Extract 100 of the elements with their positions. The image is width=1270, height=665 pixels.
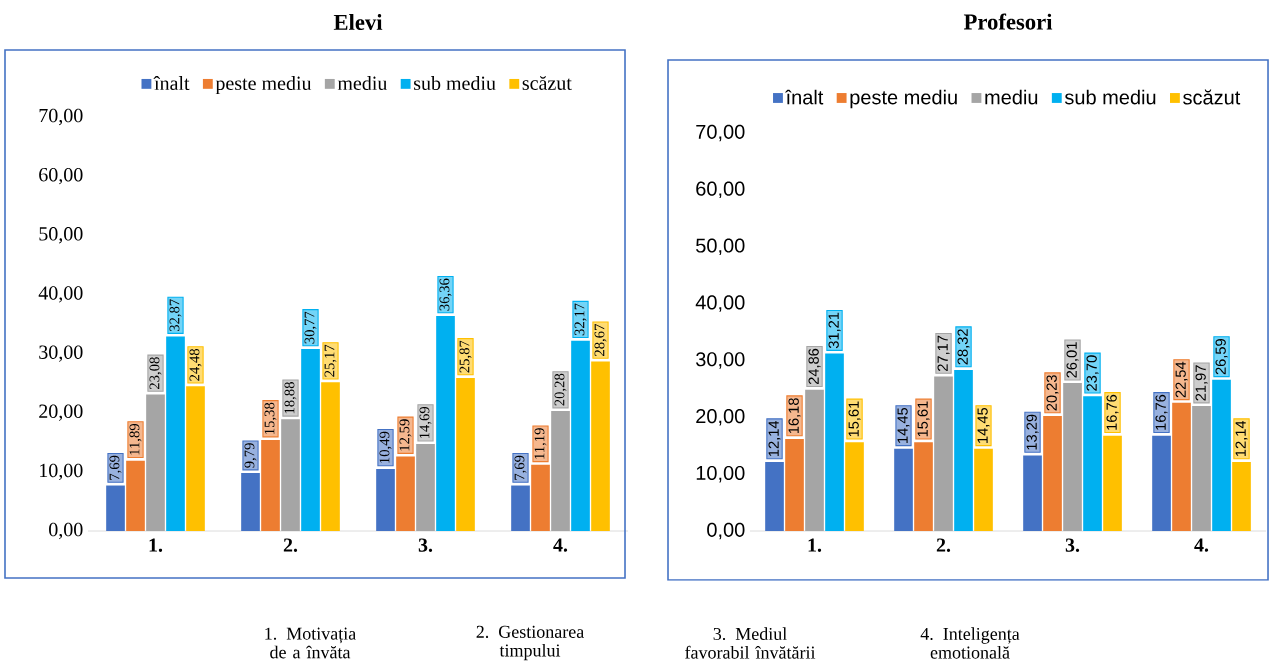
legend-label: scăzut bbox=[1183, 89, 1241, 105]
bar bbox=[1232, 462, 1251, 532]
bar bbox=[186, 386, 205, 532]
data-label: 12,14 bbox=[1235, 421, 1248, 457]
bar bbox=[321, 382, 340, 532]
data-label: 16,18 bbox=[788, 398, 801, 434]
data-label: 7,69 bbox=[109, 455, 122, 480]
bar bbox=[825, 353, 844, 532]
bar bbox=[166, 336, 185, 532]
text: 3. Mediul favorabil învătării bbox=[685, 627, 816, 659]
bar bbox=[805, 389, 824, 532]
text: 4. Inteligența emotională bbox=[920, 627, 1020, 659]
data-label: 27,17 bbox=[937, 335, 950, 372]
bar bbox=[894, 449, 913, 532]
data-label: 11,19 bbox=[534, 428, 547, 459]
data-label: 21,97 bbox=[1195, 365, 1208, 401]
legend-label: peste mediu bbox=[215, 76, 312, 95]
bar bbox=[551, 411, 570, 532]
data-label: 26,59 bbox=[1215, 339, 1228, 375]
x-tick-label: 2. bbox=[283, 538, 298, 553]
legend-label: mediu bbox=[985, 89, 1038, 105]
data-label: 9,79 bbox=[244, 443, 257, 468]
bar bbox=[1152, 435, 1171, 532]
data-label: 23,08 bbox=[149, 357, 162, 390]
bar bbox=[456, 378, 475, 532]
legend-label: mediu bbox=[337, 76, 388, 91]
y-tick-label: 30,00 bbox=[39, 345, 83, 362]
data-label: 20,23 bbox=[1046, 375, 1059, 411]
data-label: 32,87 bbox=[169, 299, 182, 332]
data-label: 12,14 bbox=[768, 421, 781, 457]
data-label: 24,48 bbox=[189, 349, 202, 381]
data-label: 25,17 bbox=[324, 344, 337, 377]
bar bbox=[974, 449, 993, 532]
y-tick-label: 60,00 bbox=[39, 168, 83, 185]
text: 1. Motivația de a învăta bbox=[265, 627, 356, 659]
data-label: 26,01 bbox=[1066, 342, 1079, 378]
data-label: 12,59 bbox=[399, 419, 412, 451]
data-label: 14,45 bbox=[977, 408, 990, 444]
bar bbox=[954, 370, 973, 532]
y-tick-label: 70,00 bbox=[39, 109, 83, 126]
legend-label: înalt bbox=[153, 76, 190, 91]
data-label: 22,54 bbox=[1175, 361, 1188, 398]
bar bbox=[1063, 383, 1082, 532]
legend-label: peste mediu bbox=[850, 89, 957, 109]
data-label: 16,76 bbox=[1155, 395, 1168, 430]
y-tick-label: 40,00 bbox=[38, 286, 83, 303]
bar bbox=[765, 462, 784, 532]
bar bbox=[281, 419, 300, 532]
y-tick-label: 50,00 bbox=[696, 238, 745, 256]
data-label: 20,28 bbox=[554, 373, 567, 406]
data-label: 23,70 bbox=[1086, 355, 1099, 391]
legend-label: înalt bbox=[785, 89, 824, 105]
y-tick-label: 60,00 bbox=[696, 181, 745, 199]
bar bbox=[934, 376, 953, 532]
bar bbox=[1192, 406, 1211, 532]
y-tick-label: 20,00 bbox=[696, 409, 745, 426]
x-tick-label: 2. bbox=[936, 538, 951, 553]
chart-title: Elevi bbox=[333, 14, 383, 31]
bar bbox=[845, 442, 864, 532]
bar bbox=[914, 442, 933, 532]
data-label: 14,69 bbox=[419, 407, 432, 439]
data-label: 15,38 bbox=[264, 402, 277, 435]
data-label: 14,45 bbox=[897, 408, 910, 444]
data-label: 24,86 bbox=[808, 348, 821, 385]
bar bbox=[416, 444, 435, 532]
data-label: 28,32 bbox=[957, 329, 970, 365]
data-label: 25,87 bbox=[459, 340, 472, 373]
x-tick-label: 4. bbox=[553, 538, 568, 553]
bar bbox=[261, 440, 280, 532]
legend-label: sub mediu bbox=[1064, 89, 1156, 105]
data-label: 15,61 bbox=[917, 401, 930, 437]
bar bbox=[1043, 416, 1062, 532]
y-tick-label: 50,00 bbox=[39, 227, 83, 244]
bar bbox=[396, 456, 415, 532]
bar bbox=[241, 473, 260, 532]
x-tick-label: 3. bbox=[418, 538, 433, 553]
data-label: 13,29 bbox=[1026, 414, 1039, 450]
bar bbox=[1212, 379, 1231, 532]
legend-label: scăzut bbox=[522, 76, 572, 91]
data-label: 31,21 bbox=[828, 312, 841, 349]
data-label: 11,89 bbox=[129, 424, 142, 455]
data-label: 18,88 bbox=[284, 382, 297, 414]
bar bbox=[126, 460, 145, 532]
bar bbox=[571, 340, 590, 532]
data-label: 28,67 bbox=[594, 324, 607, 357]
data-label: 15,61 bbox=[848, 401, 861, 437]
data-label: 10,49 bbox=[379, 431, 392, 464]
y-tick-label: 70,00 bbox=[696, 124, 745, 142]
legend-label: sub mediu bbox=[414, 76, 496, 91]
bar bbox=[376, 469, 395, 532]
bar bbox=[146, 394, 165, 532]
y-tick-label: 20,00 bbox=[39, 404, 83, 422]
bar bbox=[1103, 435, 1122, 532]
bar bbox=[785, 439, 804, 532]
chart-title: Profesori bbox=[963, 13, 1053, 30]
bar bbox=[106, 485, 125, 532]
x-tick-label: 1. bbox=[808, 538, 822, 553]
y-tick-label: 10,00 bbox=[696, 466, 745, 483]
data-label: 16,76 bbox=[1106, 395, 1119, 430]
bar bbox=[1083, 396, 1102, 532]
